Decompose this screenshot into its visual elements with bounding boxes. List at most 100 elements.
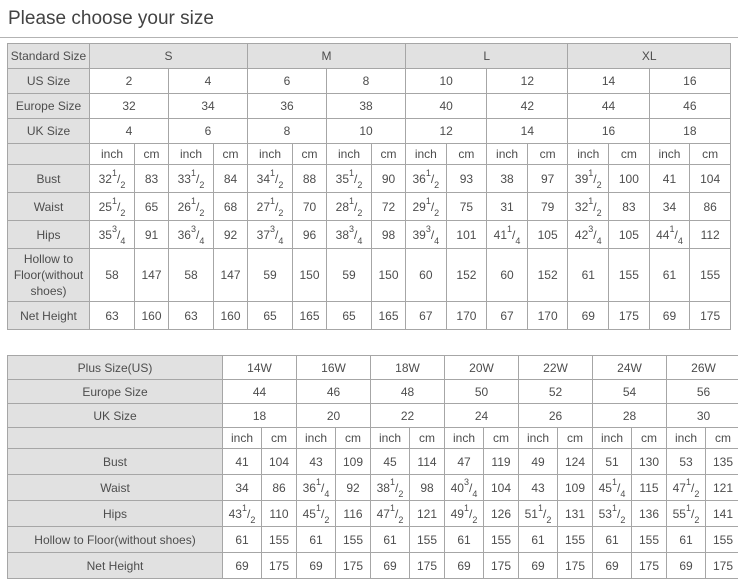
measurement-value-cell: 43: [297, 449, 336, 475]
measurement-value-cell: 88: [293, 165, 327, 193]
row-label: Waist: [8, 193, 90, 221]
measurement-value-cell: 69: [519, 553, 558, 579]
measurement-value-cell: 63: [90, 302, 135, 330]
row-label: UK Size: [8, 404, 223, 428]
size-number-cell: 54: [593, 380, 667, 404]
measurement-value-cell: 101: [446, 221, 487, 249]
page-title: Please choose your size: [0, 0, 738, 37]
unit-cell: inch: [169, 144, 214, 165]
measurement-value-cell: 391/2: [568, 165, 609, 193]
measurement-value-cell: 341/2: [248, 165, 293, 193]
measurement-value-cell: 60: [487, 249, 528, 302]
measurement-value-cell: 97: [527, 165, 568, 193]
measurement-value-cell: 98: [372, 221, 406, 249]
measurement-value-cell: 451/2: [297, 501, 336, 527]
measurement-value-cell: 105: [609, 221, 650, 249]
measurement-value-cell: 116: [336, 501, 371, 527]
measurement-value-cell: 121: [706, 475, 738, 501]
measurement-value-cell: 69: [667, 553, 706, 579]
measurement-value-cell: 109: [336, 449, 371, 475]
measurement-value-cell: 135: [706, 449, 738, 475]
unit-cell: cm: [410, 428, 445, 449]
size-number-cell: 46: [649, 94, 730, 119]
unit-cell: inch: [90, 144, 135, 165]
measurement-value-cell: 61: [297, 527, 336, 553]
unit-cell: cm: [336, 428, 371, 449]
size-number-cell: 28: [593, 404, 667, 428]
size-number-cell: 36: [248, 94, 327, 119]
measurement-value-cell: 83: [609, 193, 650, 221]
measurement-value-cell: 175: [336, 553, 371, 579]
measurement-value-cell: 41: [649, 165, 690, 193]
measurement-value-cell: 150: [372, 249, 406, 302]
measurement-value-cell: 147: [214, 249, 248, 302]
measurement-value-cell: 60: [406, 249, 447, 302]
size-number-cell: 2: [90, 69, 169, 94]
measurement-value-cell: 155: [609, 249, 650, 302]
measurement-value-cell: 321/2: [568, 193, 609, 221]
measurement-value-cell: 53: [667, 449, 706, 475]
size-number-cell: 14: [487, 119, 568, 144]
measurement-value-cell: 59: [327, 249, 372, 302]
measurement-value-cell: 291/2: [406, 193, 447, 221]
measurement-value-cell: 160: [214, 302, 248, 330]
row-label: Waist: [8, 475, 223, 501]
measurement-value-cell: 86: [262, 475, 297, 501]
measurement-value-cell: 83: [135, 165, 169, 193]
row-label: Europe Size: [8, 380, 223, 404]
size-number-cell: 50: [445, 380, 519, 404]
row-label: Hips: [8, 501, 223, 527]
measurement-value-cell: 96: [293, 221, 327, 249]
size-number-cell: 20: [297, 404, 371, 428]
size-number-cell: 52: [519, 380, 593, 404]
measurement-value-cell: 155: [484, 527, 519, 553]
row-label: Standard Size: [8, 44, 90, 69]
unit-cell: cm: [527, 144, 568, 165]
measurement-value-cell: 41: [223, 449, 262, 475]
unit-cell: cm: [558, 428, 593, 449]
measurement-value-cell: 170: [446, 302, 487, 330]
unit-cell: inch: [519, 428, 558, 449]
size-header-cell: XL: [568, 44, 731, 69]
measurement-value-cell: 90: [372, 165, 406, 193]
row-label: Hips: [8, 221, 90, 249]
measurement-value-cell: 61: [519, 527, 558, 553]
size-number-cell: 8: [248, 119, 327, 144]
measurement-value-cell: 104: [484, 475, 519, 501]
measurement-value-cell: 65: [135, 193, 169, 221]
measurement-value-cell: 251/2: [90, 193, 135, 221]
measurement-value-cell: 61: [445, 527, 484, 553]
measurement-value-cell: 110: [262, 501, 297, 527]
measurement-value-cell: 91: [135, 221, 169, 249]
measurement-value-cell: 511/2: [519, 501, 558, 527]
measurement-value-cell: 58: [90, 249, 135, 302]
measurement-value-cell: 155: [632, 527, 667, 553]
measurement-value-cell: 155: [706, 527, 738, 553]
measurement-value-cell: 69: [649, 302, 690, 330]
size-number-cell: 24: [445, 404, 519, 428]
measurement-value-cell: 155: [336, 527, 371, 553]
measurement-value-cell: 361/2: [406, 165, 447, 193]
row-label: Net Height: [8, 302, 90, 330]
measurement-value-cell: 105: [527, 221, 568, 249]
measurement-value-cell: 175: [690, 302, 731, 330]
measurement-value-cell: 104: [262, 449, 297, 475]
measurement-value-cell: 383/4: [327, 221, 372, 249]
row-label: UK Size: [8, 119, 90, 144]
measurement-value-cell: 34: [223, 475, 262, 501]
measurement-value-cell: 63: [169, 302, 214, 330]
measurement-value-cell: 170: [527, 302, 568, 330]
measurement-value-cell: 69: [371, 553, 410, 579]
size-number-cell: 4: [169, 69, 248, 94]
measurement-value-cell: 69: [445, 553, 484, 579]
size-number-cell: 30: [667, 404, 738, 428]
measurement-value-cell: 471/2: [371, 501, 410, 527]
measurement-value-cell: 72: [372, 193, 406, 221]
size-number-cell: 44: [568, 94, 649, 119]
size-number-cell: 14: [568, 69, 649, 94]
row-label: Bust: [8, 165, 90, 193]
size-header-cell: 24W: [593, 356, 667, 380]
measurement-value-cell: 281/2: [327, 193, 372, 221]
row-label: Plus Size(US): [8, 356, 223, 380]
unit-cell: cm: [484, 428, 519, 449]
